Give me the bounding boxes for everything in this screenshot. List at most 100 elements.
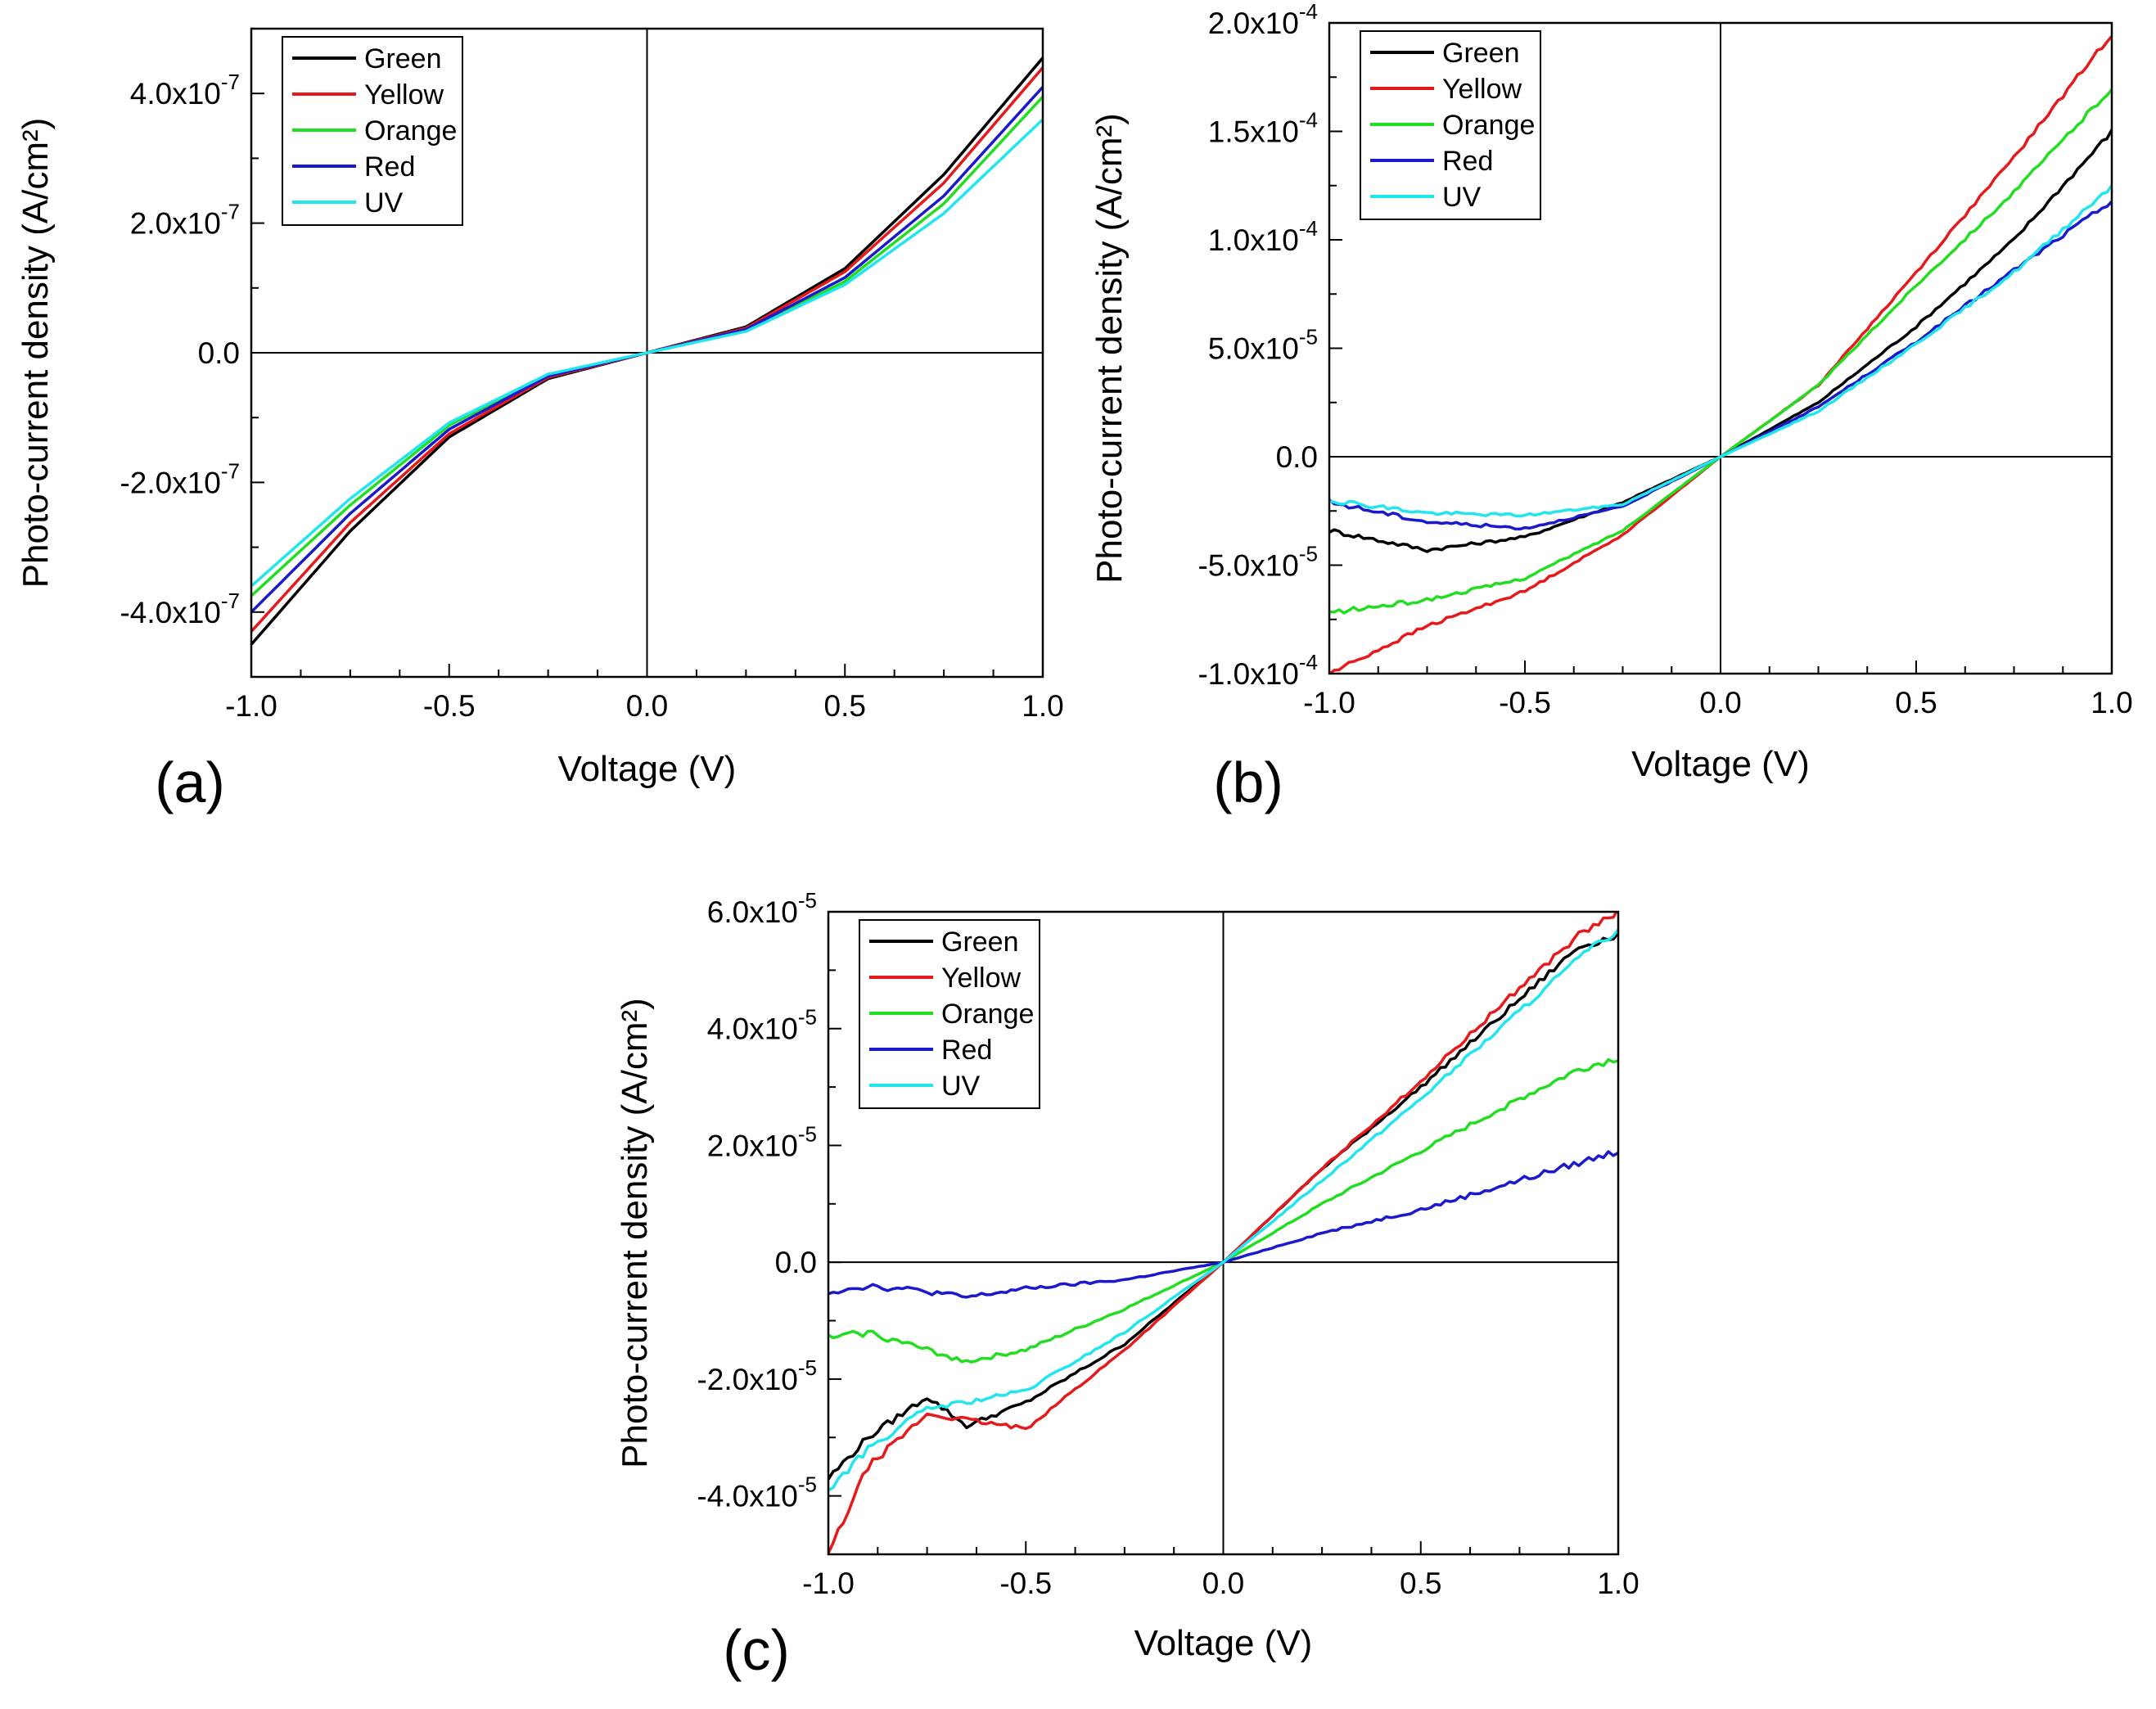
y-tick-label: -4.0x10-5 [697, 1472, 817, 1513]
y-tick-exponent: -7 [221, 70, 240, 94]
series-group [251, 56, 1043, 646]
y-tick-mantissa: 1.0x10 [1208, 223, 1299, 257]
series-line-uv [251, 118, 1043, 588]
x-tick-label: 0.5 [824, 689, 866, 723]
y-tick-label: 2.0x10-7 [130, 200, 240, 241]
chart-panel-a: -1.0 -0.5 0.0 0.5 1.0-4.0x10-7-2.0x10-70.02.… [16, 27, 1064, 814]
series-line-uv [1329, 184, 2112, 518]
x-tick-label: -0.5 [1499, 686, 1551, 719]
x-tick-label: -1.0 [1303, 686, 1355, 719]
y-tick-label: -5.0x10-5 [1198, 542, 1318, 583]
legend-label-red: Red [1442, 146, 1493, 177]
legend-label-orange: Orange [1442, 110, 1535, 141]
panel-label: (c) [723, 1618, 790, 1682]
y-tick-exponent: -4 [1299, 108, 1318, 133]
y-tick-label: -4.0x10-7 [120, 588, 240, 629]
y-tick-mantissa: 4.0x10 [707, 1012, 798, 1046]
y-tick-exponent: -4 [1299, 216, 1318, 241]
y-tick-mantissa: -1.0x10 [1198, 657, 1298, 691]
y-tick-label: 5.0x10-5 [1208, 325, 1318, 366]
series-group [1329, 35, 2112, 674]
legend-label-green: Green [941, 927, 1019, 958]
panel-label: (b) [1213, 751, 1283, 814]
y-tick-label: 6.0x10-5 [707, 888, 817, 929]
x-axis-title: Voltage (V) [1631, 744, 1810, 784]
y-tick-label: 4.0x10-5 [707, 1005, 817, 1046]
y-tick-exponent: -7 [221, 200, 240, 224]
y-tick-label: 0.0 [775, 1246, 817, 1279]
legend-label-green: Green [1442, 38, 1520, 69]
x-axis-title: Voltage (V) [1134, 1623, 1313, 1663]
y-tick-mantissa: 4.0x10 [130, 77, 221, 110]
y-tick-mantissa: 6.0x10 [707, 895, 798, 929]
y-tick-mantissa: 2.0x10 [130, 207, 221, 241]
y-tick-label: -2.0x10-5 [697, 1355, 817, 1396]
panel-label: (a) [155, 751, 225, 814]
y-tick-mantissa: 0.0 [1276, 440, 1318, 474]
y-tick-mantissa: 5.0x10 [1208, 332, 1299, 366]
legend-label-green: Green [364, 43, 442, 74]
x-axis-title: Voltage (V) [558, 749, 737, 789]
x-tick-label: 0.0 [1699, 686, 1741, 719]
series-group [828, 912, 1618, 1554]
y-tick-exponent: -4 [1299, 650, 1318, 674]
x-tick-label: 0.5 [1400, 1567, 1441, 1600]
x-tick-label: 1.0 [1597, 1567, 1639, 1600]
x-tick-label: -0.5 [423, 689, 476, 723]
y-tick-mantissa: -2.0x10 [120, 466, 220, 499]
y-tick-label: -2.0x10-7 [120, 458, 240, 499]
y-axis-title: Photo-current density (A/cm²) [615, 998, 655, 1468]
y-tick-label: 0.0 [198, 336, 240, 370]
y-tick-mantissa: -2.0x10 [697, 1363, 797, 1396]
x-tick-label: 0.0 [1202, 1567, 1244, 1600]
y-tick-mantissa: 0.0 [198, 336, 240, 370]
legend-label-red: Red [941, 1035, 992, 1066]
legend-label-orange: Orange [941, 999, 1034, 1030]
y-tick-mantissa: 0.0 [775, 1246, 817, 1279]
y-tick-label: 1.5x10-4 [1208, 108, 1318, 149]
y-tick-label: 2.0x10-4 [1208, 0, 1318, 40]
chart-panel-b: -1.0 -0.5 0.0 0.5 1.0-1.0x10-4-5.0x10-50.05.… [1089, 0, 2133, 814]
y-tick-mantissa: 2.0x10 [707, 1129, 798, 1162]
x-tick-label: 0.5 [1895, 686, 1937, 719]
x-tick-label: -1.0 [802, 1567, 855, 1600]
y-axis-title: Photo-current density (A/cm²) [1089, 113, 1130, 584]
y-axis-title: Photo-current density (A/cm²) [16, 118, 56, 588]
legend-label-uv: UV [364, 187, 404, 219]
legend-label-orange: Orange [364, 115, 457, 147]
y-tick-exponent: -5 [798, 1005, 817, 1030]
y-tick-exponent: -7 [221, 458, 240, 483]
y-tick-exponent: -7 [221, 588, 240, 613]
x-tick-label: 1.0 [1022, 689, 1063, 723]
legend: Green Yellow Orange Red UV [1360, 30, 1541, 220]
legend-label-yellow: Yellow [364, 79, 444, 110]
legend-label-red: Red [364, 151, 415, 183]
y-tick-exponent: -4 [1299, 0, 1318, 24]
legend-label-uv: UV [941, 1071, 981, 1102]
chart-panel-c: -1.0 -0.5 0.0 0.5 1.0-4.0x10-5-2.0x10-50.02.… [615, 888, 1640, 1682]
y-tick-label: 4.0x10-7 [130, 70, 240, 110]
y-tick-exponent: -5 [798, 1355, 817, 1380]
y-tick-mantissa: 2.0x10 [1208, 7, 1299, 40]
y-tick-label: 1.0x10-4 [1208, 216, 1318, 257]
legend-label-yellow: Yellow [941, 963, 1021, 994]
legend-label-uv: UV [1442, 182, 1482, 213]
y-tick-exponent: -5 [798, 1472, 817, 1497]
y-tick-label: 2.0x10-5 [707, 1121, 817, 1162]
y-tick-mantissa: -5.0x10 [1198, 549, 1298, 583]
x-tick-label: 0.0 [626, 689, 668, 723]
x-tick-label: 1.0 [2091, 686, 2132, 719]
y-tick-exponent: -5 [798, 888, 817, 913]
y-tick-exponent: -5 [1299, 542, 1318, 566]
y-tick-exponent: -5 [1299, 325, 1318, 349]
y-tick-mantissa: -4.0x10 [697, 1480, 797, 1513]
y-tick-mantissa: -4.0x10 [120, 596, 220, 629]
y-tick-mantissa: 1.5x10 [1208, 115, 1299, 149]
y-tick-label: 0.0 [1276, 440, 1318, 474]
x-tick-label: -0.5 [999, 1567, 1052, 1600]
legend-label-yellow: Yellow [1442, 74, 1522, 105]
legend: Green Yellow Orange Red UV [859, 919, 1040, 1109]
y-tick-exponent: -5 [798, 1121, 817, 1146]
x-tick-label: -1.0 [225, 689, 277, 723]
